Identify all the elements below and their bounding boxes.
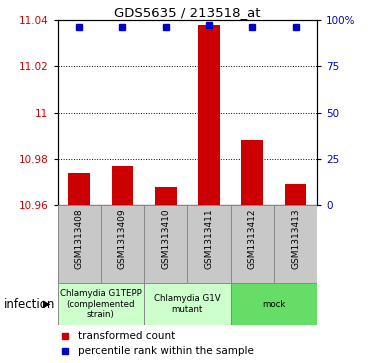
Text: GSM1313409: GSM1313409: [118, 208, 127, 269]
Bar: [187, 205, 231, 283]
Text: ▶: ▶: [43, 299, 50, 309]
Bar: [58, 205, 101, 283]
Text: Chlamydia G1TEPP
(complemented
strain): Chlamydia G1TEPP (complemented strain): [60, 289, 142, 319]
Bar: [101, 205, 144, 283]
Bar: [155, 187, 177, 205]
Bar: [274, 205, 317, 283]
Text: infection: infection: [4, 298, 55, 310]
Bar: [58, 283, 144, 325]
Bar: [242, 140, 263, 205]
Bar: [68, 173, 90, 205]
Title: GDS5635 / 213518_at: GDS5635 / 213518_at: [114, 6, 260, 19]
Text: transformed count: transformed count: [78, 331, 175, 341]
Bar: [285, 184, 306, 205]
Bar: [144, 283, 231, 325]
Text: GSM1313413: GSM1313413: [291, 208, 300, 269]
Text: mock: mock: [262, 299, 286, 309]
Bar: [198, 25, 220, 205]
Text: GSM1313412: GSM1313412: [248, 208, 257, 269]
Text: GSM1313408: GSM1313408: [75, 208, 83, 269]
Bar: [231, 283, 317, 325]
Text: Chlamydia G1V
mutant: Chlamydia G1V mutant: [154, 294, 221, 314]
Bar: [112, 166, 133, 205]
Text: percentile rank within the sample: percentile rank within the sample: [78, 346, 254, 356]
Bar: [144, 205, 187, 283]
Bar: [231, 205, 274, 283]
Text: GSM1313410: GSM1313410: [161, 208, 170, 269]
Text: GSM1313411: GSM1313411: [204, 208, 213, 269]
